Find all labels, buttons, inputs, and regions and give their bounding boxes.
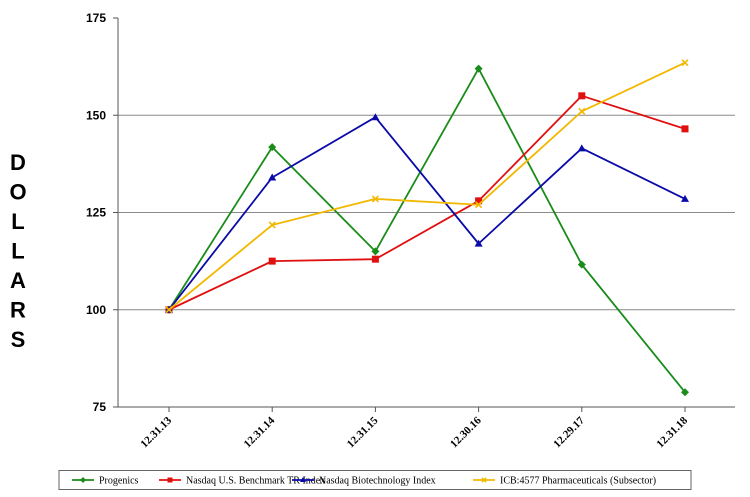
data-point [165,306,173,314]
data-point-stroke [268,221,276,229]
series-line [168,61,686,311]
y-axis-label-letter: R [10,298,26,323]
series-line [168,67,686,393]
series-4 [165,59,689,314]
data-point-stroke [371,195,379,203]
data-point [577,260,586,269]
data-point [578,92,586,100]
y-axis-label-letter: S [11,327,26,352]
data-point [371,195,379,203]
legend-entry: Progenics [72,476,139,487]
legend-entry: Nasdaq Biotechnology Index [292,476,436,487]
data-point [475,201,483,209]
data-point [681,59,689,67]
series-line [168,94,686,311]
data-point [681,194,689,202]
data-point [481,477,487,483]
x-tick-label: 12.31.14 [242,414,278,450]
data-point [681,125,689,133]
data-point [578,107,586,115]
x-tick-label: 12.31.18 [654,414,690,450]
data-point [167,477,173,483]
y-tick-label: 175 [86,11,106,25]
y-axis-ticks: 75 100 125 150 175 [86,11,118,414]
data-point-stroke [578,107,586,115]
y-tick-label: 100 [86,303,106,317]
series-2 [165,92,689,314]
data-point [268,173,277,181]
data-point [577,144,586,152]
legend-label: Nasdaq Biotechnology Index [319,476,436,487]
gridlines [118,114,735,311]
data-point-stroke [681,59,689,67]
legend-label: Progenics [99,476,139,487]
y-tick-label: 125 [86,206,106,220]
legend: Progenics Nasdaq U.S. Benchmark TR IndexN… [58,470,692,490]
series [165,59,689,397]
y-tick-label: 150 [86,108,106,122]
y-tick-label: 75 [93,400,107,414]
x-tick-label: 12.31.13 [138,414,174,450]
y-axis-label-letter: L [11,209,24,234]
y-axis-label-letter: O [9,180,26,205]
y-axis-label-letter: L [11,239,24,264]
legend-entry: ICB:4577 Pharmaceuticals (Subsector) [473,476,656,487]
x-axis-ticks: 12.31.13 12.31.14 12.31.15 12.30.16 12.29.17… [138,407,690,450]
data-point [371,255,379,263]
data-point [268,143,277,152]
data-point-stroke [475,201,483,209]
data-point [474,64,483,73]
data-point [268,257,276,265]
data-point [681,388,689,397]
y-axis-label-letter: A [10,268,26,293]
x-tick-label: 12.30.16 [448,414,484,450]
data-point-stroke [165,306,173,314]
y-axis-label-letter: D [10,150,26,175]
data-point [371,113,380,121]
data-point [474,239,483,247]
data-point [371,247,380,256]
legend-entry: Nasdaq U.S. Benchmark TR Index [159,476,325,487]
legend-label: ICB:4577 Pharmaceuticals (Subsector) [500,476,656,487]
data-point [80,477,86,483]
x-tick-label: 12.31.15 [345,414,381,450]
data-point [300,477,306,482]
x-tick-label: 12.29.17 [551,414,587,450]
legend-label: Nasdaq U.S. Benchmark TR Index [186,476,325,487]
data-point [268,221,276,229]
legend-box [58,470,692,490]
data-point-stroke [481,477,487,483]
data-point [475,197,483,205]
series-line [168,116,686,311]
